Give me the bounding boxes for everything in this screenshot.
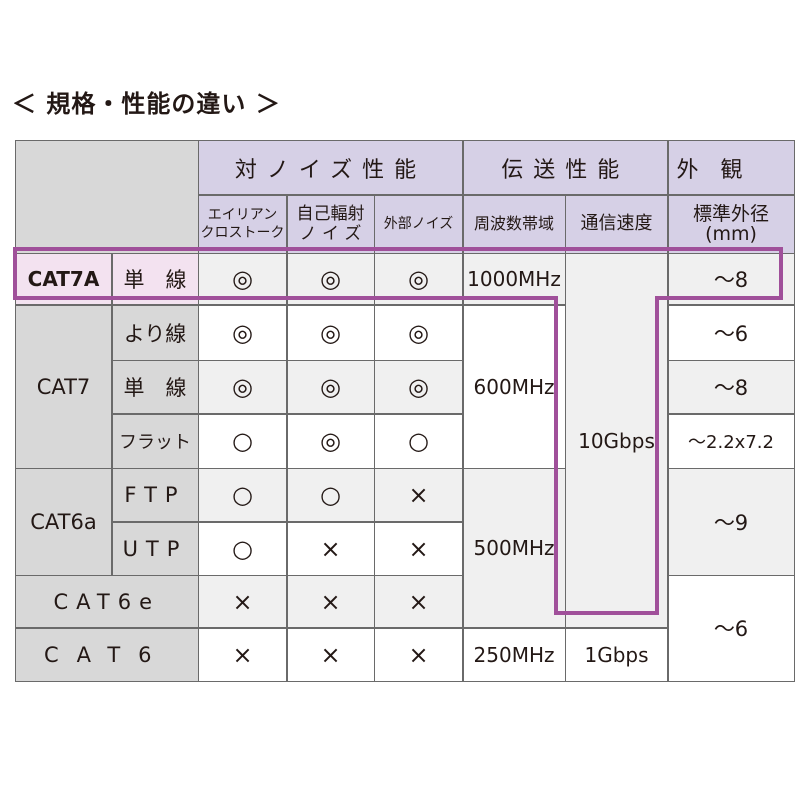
label: (mm) [705,223,757,245]
cat7-flat-type: フラット [112,414,198,468]
cat6a-utp-self: × [287,522,374,575]
cat6a-label: CAT6a [16,469,111,575]
page-title: ＜ 規格・性能の違い ＞ [12,90,281,118]
cat7-flat-dia: ～2.2x7.2 [668,414,794,468]
label: ノ イ ズ [299,224,362,244]
cat6-dia: ～6 [668,576,794,681]
cat7a-self: ◎ [287,254,374,304]
cat6-alien: × [199,628,286,681]
cat7-solid-dia: ～8 [668,361,794,413]
cat7-solid-ext: ◎ [375,361,462,413]
cat6a-ftp-self: ○ [287,469,374,521]
subheader-diameter: 標準外径 (mm) [668,195,794,253]
header-appearance: 外 観 [668,141,794,194]
cat7-freq: 600MHz [463,305,565,468]
cat6a-dia: ～9 [668,469,794,575]
cat7a-ext: ◎ [375,254,462,304]
cat7-twisted-dia: ～6 [668,305,794,360]
cat6-freq: 250MHz [463,628,565,681]
cat6a-ftp-type: FTP [112,469,198,521]
cat6a-utp-ext: × [375,522,462,575]
subheader-speed: 通信速度 [566,195,667,253]
cat6e-alien: × [199,576,286,627]
cat7a-dia: ～8 [668,254,794,304]
cat6-label: CAT6 [16,628,198,681]
speed-10gbps: 10Gbps [566,254,667,627]
subheader-self-radiation: 自己輻射ノ イ ズ [287,195,374,253]
cat6a-ftp-alien: ○ [199,469,286,521]
freq-500mhz: 500MHz [463,469,565,627]
cat7-twisted-self: ◎ [287,305,374,360]
corner-cell [16,141,198,253]
cat6e-label: CAT6e [16,576,198,627]
cat7-twisted-alien: ◎ [199,305,286,360]
label: クロストーク [200,225,285,241]
cat7-twisted-type: より線 [112,305,198,360]
cat6-self: × [287,628,374,681]
cat7a-label: CAT7A [16,254,111,304]
label: 標準外径 [692,203,769,225]
header-transmission: 伝送性能 [463,141,667,194]
cat7a-freq: 1000MHz [463,254,565,304]
cat7-flat-ext: ○ [375,414,462,468]
comparison-table: 対ノイズ性能 伝送性能 外 観 エイリアンクロストーク 自己輻射ノ イ ズ 外部… [15,140,795,682]
cat7-solid-self: ◎ [287,361,374,413]
subheader-external-noise: 外部ノイズ [375,195,462,253]
cat7-solid-type: 単 線 [112,361,198,413]
header-noise: 対ノイズ性能 [199,141,462,194]
cat7-solid-alien: ◎ [199,361,286,413]
cat7-label: CAT7 [16,305,111,468]
cat6a-utp-type: UTP [112,522,198,575]
cat7-flat-self: ◎ [287,414,374,468]
cat6e-ext: × [375,576,462,627]
cat6-speed: 1Gbps [566,628,667,681]
cat7-twisted-ext: ◎ [375,305,462,360]
cat6-ext: × [375,628,462,681]
cat6a-ftp-ext: × [375,469,462,521]
cat6e-self: × [287,576,374,627]
label: エイリアン [207,207,278,223]
label: 自己輻射 [296,204,365,224]
cat6a-utp-alien: ○ [199,522,286,575]
subheader-frequency: 周波数帯域 [463,195,565,253]
cat7a-alien: ◎ [199,254,286,304]
cat7-flat-alien: ○ [199,414,286,468]
subheader-alien-crosstalk: エイリアンクロストーク [199,195,286,253]
cat7a-type: 単 線 [112,254,198,304]
